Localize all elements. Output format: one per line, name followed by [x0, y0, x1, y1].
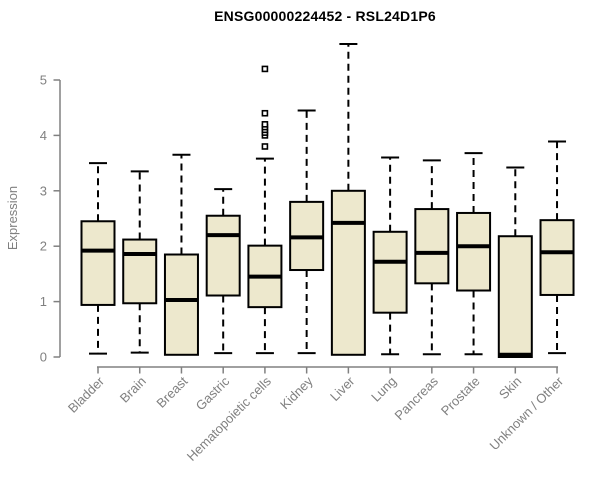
iqr-box	[414, 208, 450, 285]
box-gastric	[205, 188, 241, 355]
box-unknown-other	[539, 140, 575, 355]
y-tick-label: 0	[40, 350, 47, 365]
box-lung	[372, 156, 408, 356]
x-category-label: Pancreas	[392, 373, 442, 423]
box-kidney	[289, 109, 325, 355]
iqr-box	[80, 220, 116, 306]
y-tick-label: 4	[40, 128, 47, 143]
y-tick-label: 2	[40, 239, 47, 254]
y-tick-label: 1	[40, 294, 47, 309]
box-skin	[497, 166, 533, 358]
iqr-box	[372, 230, 408, 314]
box-brain	[122, 170, 158, 354]
box-hematopoietic-cells	[247, 65, 283, 355]
outlier-point	[261, 65, 269, 73]
x-category-label: Kidney	[277, 373, 316, 412]
x-category-label: Bladder	[65, 373, 108, 416]
x-category-label: Unknown / Other	[487, 373, 567, 453]
x-category-label: Gastric	[193, 373, 233, 413]
outlier-point	[261, 143, 269, 150]
iqr-box	[456, 211, 492, 292]
iqr-box	[330, 189, 366, 356]
iqr-box	[205, 214, 241, 297]
outlier-point	[261, 121, 269, 128]
outlier-point	[261, 109, 269, 117]
box-breast	[163, 153, 199, 356]
x-category-label: Brain	[117, 374, 149, 406]
x-category-label: Prostate	[438, 374, 483, 419]
x-category-label: Breast	[153, 373, 190, 410]
box-bladder	[80, 162, 116, 355]
y-tick-label: 3	[40, 183, 47, 198]
y-tick-label: 5	[40, 73, 47, 88]
x-category-label: Lung	[368, 374, 399, 405]
box-prostate	[456, 152, 492, 356]
box-pancreas	[414, 159, 450, 356]
x-category-label: Skin	[496, 374, 524, 402]
iqr-box	[539, 219, 575, 296]
chart-title: ENSG00000224452 - RSL24D1P6	[214, 8, 436, 24]
box-liver	[330, 42, 366, 356]
iqr-box	[163, 253, 199, 356]
iqr-box	[497, 235, 533, 358]
x-category-label: Liver	[327, 373, 358, 404]
iqr-box	[122, 238, 158, 305]
